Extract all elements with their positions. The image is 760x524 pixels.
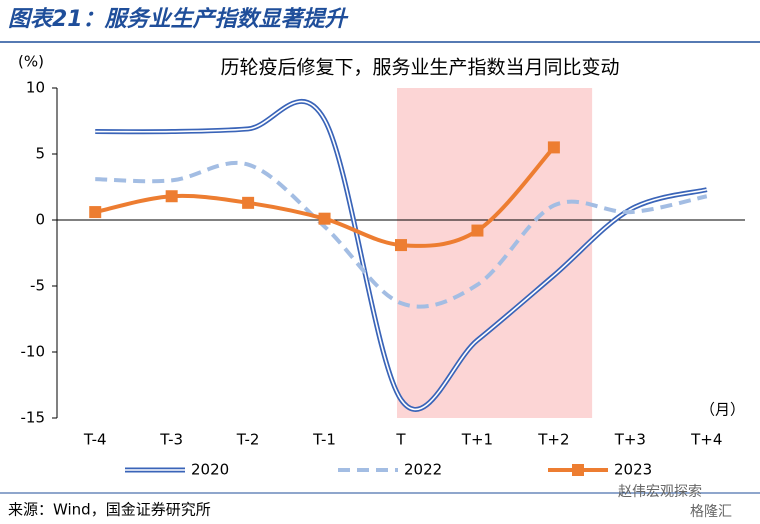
marker	[547, 141, 560, 154]
marker	[318, 212, 331, 225]
marker	[471, 224, 484, 237]
x-axis-label: （月）	[700, 401, 745, 419]
x-tick-label: T-1	[312, 431, 336, 449]
y-tick-label: -15	[21, 409, 46, 427]
x-tick-label: T-3	[159, 431, 183, 449]
x-tick-label: T	[395, 431, 406, 449]
line-inner	[95, 100, 707, 410]
y-tick-label: -5	[30, 277, 45, 295]
y-tick-label: 10	[26, 79, 45, 97]
highlight-band	[397, 88, 593, 418]
x-tick-label: T-4	[83, 431, 107, 449]
chart-title: 图表21：服务业生产指数显著提升	[8, 7, 349, 32]
x-tick-label: T+3	[614, 431, 646, 449]
y-tick-label: -10	[21, 343, 46, 361]
source: 来源：Wind，国金证券研究所	[8, 501, 211, 519]
x-tick-label: T-2	[236, 431, 260, 449]
y-axis-label: (%)	[18, 53, 44, 71]
marker	[89, 206, 102, 219]
marker	[165, 190, 178, 203]
y-tick-label: 5	[35, 145, 45, 163]
marker	[395, 239, 407, 252]
x-tick-label: T+4	[690, 431, 722, 449]
watermark: 格隆汇	[690, 504, 732, 520]
legend-label: 2022	[404, 461, 442, 479]
legend-label: 2023	[614, 461, 652, 479]
legend-label: 2020	[191, 461, 229, 479]
subtitle: 历轮疫后修复下，服务业生产指数当月同比变动	[220, 57, 619, 79]
x-tick-label: T+2	[537, 431, 569, 449]
x-tick-label: T+1	[461, 431, 493, 449]
marker	[242, 196, 255, 209]
y-tick-label: 0	[35, 211, 45, 229]
watermark: 赵伟宏观探索	[618, 483, 702, 500]
series-line	[95, 161, 708, 309]
legend-marker	[572, 464, 584, 476]
